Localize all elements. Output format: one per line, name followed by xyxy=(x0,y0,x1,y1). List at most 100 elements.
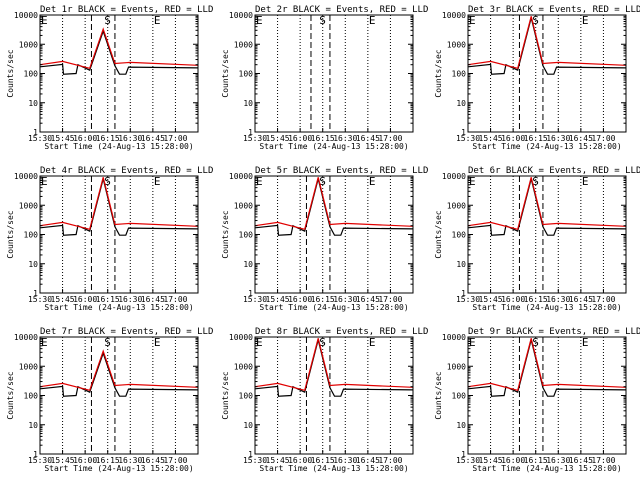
x-tick-label: 15:30 xyxy=(456,134,480,143)
x-tick-label: 16:00 xyxy=(501,134,525,143)
y-tick-label: 1 xyxy=(248,289,253,298)
y-tick-label: 1000 xyxy=(234,362,253,371)
y-axis-label: Counts/sec xyxy=(221,49,230,97)
y-tick-label: 1 xyxy=(248,450,253,459)
events-series-line xyxy=(39,351,199,397)
x-tick-label: 16:30 xyxy=(118,456,142,465)
lld-series-line xyxy=(39,349,199,392)
y-tick-label: 100 xyxy=(239,392,254,401)
lld-series-line xyxy=(467,338,627,392)
marker-label: S xyxy=(319,336,326,349)
y-tick-label: 10 xyxy=(243,421,253,430)
x-tick-label: 15:30 xyxy=(243,456,267,465)
plot-frame xyxy=(254,14,414,133)
x-tick-label: 15:30 xyxy=(243,295,267,304)
x-axis-label: Start Time (24-Aug-13 15:28:00) xyxy=(259,142,408,151)
panel-title: Det 9r BLACK = Events, RED = LLD xyxy=(468,327,640,337)
marker-label: S xyxy=(319,14,326,27)
y-tick-label: 100 xyxy=(24,231,39,240)
x-tick-label: 15:30 xyxy=(28,295,52,304)
x-tick-label: 16:45 xyxy=(356,456,380,465)
x-tick-label: 15:45 xyxy=(266,295,290,304)
x-tick-label: 17:00 xyxy=(378,134,402,143)
y-tick-label: 10000 xyxy=(442,172,466,181)
y-axis-label: Counts/sec xyxy=(6,49,15,97)
x-tick-label: 16:30 xyxy=(546,295,570,304)
x-tick-label: 16:45 xyxy=(356,134,380,143)
x-tick-label: 17:00 xyxy=(163,295,187,304)
x-tick-label: 15:30 xyxy=(456,295,480,304)
x-tick-label: 16:30 xyxy=(333,134,357,143)
events-series-line xyxy=(467,178,627,236)
y-tick-label: 1000 xyxy=(234,40,253,49)
x-tick-label: 17:00 xyxy=(591,134,615,143)
x-tick-label: 15:30 xyxy=(28,134,52,143)
y-tick-label: 10000 xyxy=(229,172,253,181)
panel-title: Det 2r BLACK = Events, RED = LLD xyxy=(255,5,428,15)
panel-title: Det 6r BLACK = Events, RED = LLD xyxy=(468,166,640,176)
y-axis-label: Counts/sec xyxy=(6,210,15,258)
x-tick-label: 16:15 xyxy=(96,295,120,304)
x-axis-label: Start Time (24-Aug-13 15:28:00) xyxy=(44,142,193,151)
x-tick-label: 17:00 xyxy=(591,456,615,465)
lld-series-line xyxy=(467,16,627,70)
x-tick-label: 17:00 xyxy=(163,134,187,143)
panel-title: Det 1r BLACK = Events, RED = LLD xyxy=(40,5,213,15)
x-tick-label: 15:45 xyxy=(479,134,503,143)
y-tick-label: 1 xyxy=(33,128,38,137)
events-series-line xyxy=(39,178,199,236)
y-tick-label: 1 xyxy=(461,128,466,137)
y-tick-label: 1000 xyxy=(447,201,466,210)
marker-label: E xyxy=(154,14,161,27)
y-tick-label: 10 xyxy=(456,99,466,108)
x-tick-label: 15:45 xyxy=(479,456,503,465)
y-axis-label: Counts/sec xyxy=(6,371,15,419)
x-tick-label: 16:00 xyxy=(73,134,97,143)
x-axis-label: Start Time (24-Aug-13 15:28:00) xyxy=(472,303,621,312)
marker-label: S xyxy=(319,175,326,188)
lld-series-line xyxy=(39,177,199,231)
y-axis-label: Counts/sec xyxy=(434,49,443,97)
y-tick-label: 1 xyxy=(33,450,38,459)
y-axis-label: Counts/sec xyxy=(434,210,443,258)
y-tick-label: 10 xyxy=(243,260,253,269)
panel-title: Det 5r BLACK = Events, RED = LLD xyxy=(255,166,428,176)
marker-label: S xyxy=(104,14,111,27)
y-tick-label: 1 xyxy=(248,128,253,137)
events-series-line xyxy=(254,178,414,236)
lld-series-line xyxy=(39,27,199,70)
x-tick-label: 16:00 xyxy=(73,456,97,465)
marker-label: E xyxy=(41,175,48,188)
x-tick-label: 16:45 xyxy=(569,295,593,304)
marker-label: E xyxy=(582,336,589,349)
y-tick-label: 10000 xyxy=(229,11,253,20)
y-tick-label: 100 xyxy=(452,70,467,79)
y-tick-label: 1000 xyxy=(234,201,253,210)
x-tick-label: 16:30 xyxy=(118,134,142,143)
x-axis-label: Start Time (24-Aug-13 15:28:00) xyxy=(259,303,408,312)
x-tick-label: 16:00 xyxy=(288,456,312,465)
panel-title: Det 7r BLACK = Events, RED = LLD xyxy=(40,327,213,337)
x-axis-label: Start Time (24-Aug-13 15:28:00) xyxy=(472,464,621,473)
x-tick-label: 16:15 xyxy=(524,456,548,465)
y-tick-label: 1 xyxy=(461,289,466,298)
y-axis-label: Counts/sec xyxy=(434,371,443,419)
marker-label: E xyxy=(469,14,476,27)
lld-series-line xyxy=(254,177,414,231)
x-tick-label: 16:00 xyxy=(288,134,312,143)
marker-label: E xyxy=(469,175,476,188)
y-tick-label: 100 xyxy=(24,392,39,401)
x-tick-label: 16:30 xyxy=(333,456,357,465)
y-tick-label: 100 xyxy=(452,392,467,401)
x-tick-label: 15:45 xyxy=(51,134,75,143)
marker-label: E xyxy=(582,175,589,188)
x-tick-label: 16:45 xyxy=(569,456,593,465)
marker-label: E xyxy=(41,336,48,349)
